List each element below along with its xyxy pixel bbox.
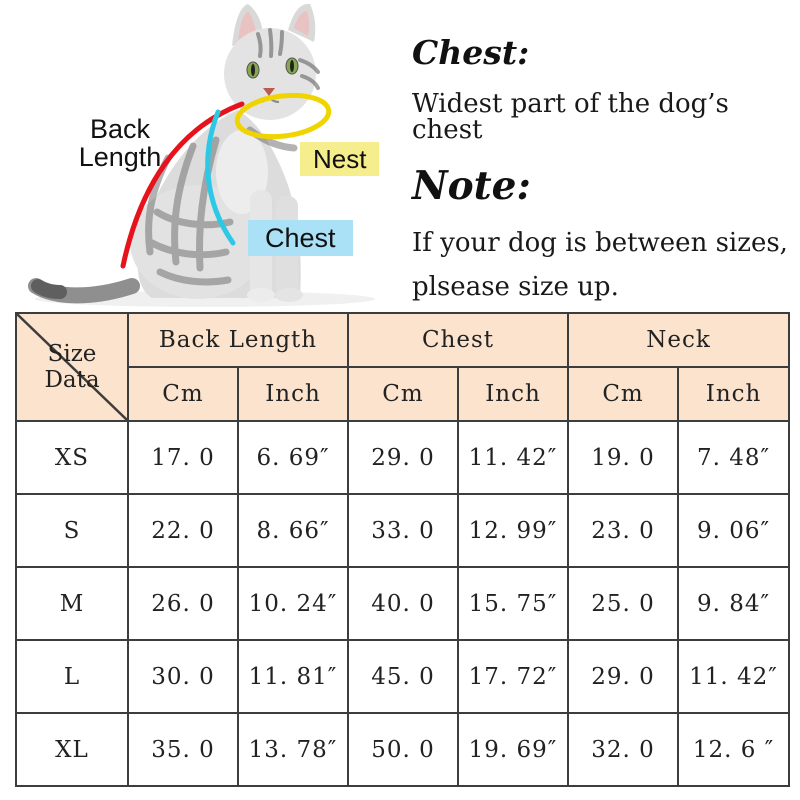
corner-diagonal-line [17, 314, 127, 420]
cell-value: 9. 84″ [677, 566, 791, 641]
back-length-label-line1: Back [89, 114, 151, 144]
note-heading: Note: [412, 163, 531, 209]
chest-label: Chest [248, 220, 353, 256]
cell-value: 29. 0 [347, 420, 460, 495]
table-row-s: S 22. 0 8. 66″ 33. 0 12. 99″ 23. 0 9. 06… [15, 493, 791, 568]
cell-value: 17. 72″ [457, 639, 570, 714]
cell-value: 11. 42″ [457, 420, 570, 495]
size-label: S [15, 493, 129, 568]
nest-label: Nest [300, 142, 380, 176]
unit-header-back-inch: Inch [236, 366, 350, 422]
table-row-l: L 30. 0 11. 81″ 45. 0 17. 72″ 29. 0 11. … [15, 639, 791, 714]
cell-value: 30. 0 [127, 639, 239, 714]
size-label: XS [15, 420, 129, 495]
column-group-chest: Chest [347, 312, 570, 368]
cell-value: 6. 69″ [236, 420, 350, 495]
cell-value: 10. 24″ [236, 566, 350, 641]
cell-value: 19. 69″ [457, 712, 570, 787]
cell-value: 33. 0 [347, 493, 460, 568]
chest-measure-line [205, 109, 236, 246]
unit-header-neck-cm: Cm [567, 366, 680, 422]
neck-measure-ring [234, 92, 332, 140]
cell-value: 19. 0 [567, 420, 680, 495]
cell-value: 17. 0 [127, 420, 239, 495]
note-line-2: plsease size up. [412, 272, 619, 302]
cell-value: 22. 0 [127, 493, 239, 568]
table-row-m: M 26. 0 10. 24″ 40. 0 15. 75″ 25. 0 9. 8… [15, 566, 791, 641]
cell-value: 40. 0 [347, 566, 460, 641]
table-row-xl: XL 35. 0 13. 78″ 50. 0 19. 69″ 32. 0 12.… [15, 712, 791, 787]
cell-value: 25. 0 [567, 566, 680, 641]
cell-value: 32. 0 [567, 712, 680, 787]
column-group-neck: Neck [567, 312, 791, 368]
unit-header-neck-inch: Inch [677, 366, 791, 422]
cell-value: 7. 48″ [677, 420, 791, 495]
cell-value: 50. 0 [347, 712, 460, 787]
corner-label: Size Data [44, 341, 100, 393]
unit-header-chest-inch: Inch [457, 366, 570, 422]
cell-value: 8. 66″ [236, 493, 350, 568]
cell-value: 11. 81″ [236, 639, 350, 714]
cell-value: 11. 42″ [677, 639, 791, 714]
cell-value: 26. 0 [127, 566, 239, 641]
cell-value: 15. 75″ [457, 566, 570, 641]
size-data-corner-cell: Size Data [15, 312, 129, 422]
info-text-block: Chest: Widest part of the dog’s chest No… [412, 36, 794, 300]
measurement-diagram: Back Length Nest Chest [0, 0, 400, 312]
size-table: Size Data Back Length Chest Neck Cm Inch… [15, 312, 791, 787]
cell-value: 29. 0 [567, 639, 680, 714]
cell-value: 35. 0 [127, 712, 239, 787]
back-length-label-line2: Length [78, 142, 162, 172]
cell-value: 45. 0 [347, 639, 460, 714]
size-label: M [15, 566, 129, 641]
table-row-xs: XS 17. 0 6. 69″ 29. 0 11. 42″ 19. 0 7. 4… [15, 420, 791, 495]
size-label: XL [15, 712, 129, 787]
chest-heading: Chest: [412, 33, 530, 72]
cell-value: 12. 99″ [457, 493, 570, 568]
column-group-back-length: Back Length [126, 312, 350, 368]
cell-value: 9. 06″ [677, 493, 791, 568]
cell-value: 23. 0 [567, 493, 680, 568]
unit-header-back-cm: Cm [127, 366, 239, 422]
cell-value: 12. 6 ″ [677, 712, 791, 787]
cat-illustration [28, 3, 375, 307]
chest-description: Widest part of the dog’s chest [412, 89, 729, 145]
size-label: L [15, 639, 129, 714]
back-length-label: Back Length [55, 115, 185, 171]
cell-value: 13. 78″ [236, 712, 350, 787]
note-line-1: If your dog is between sizes, [412, 228, 788, 258]
unit-header-chest-cm: Cm [347, 366, 460, 422]
